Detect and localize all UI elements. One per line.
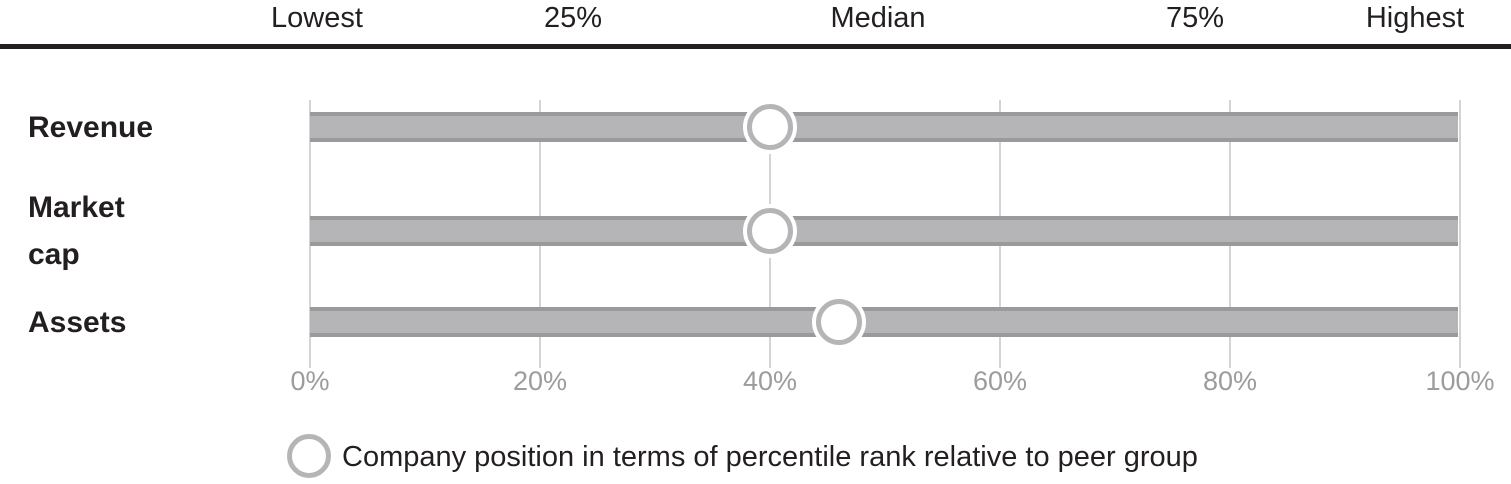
tick-label-80: 80% (1202, 366, 1258, 396)
row-label-market-cap: Market cap (28, 191, 125, 271)
gridline-100 (1459, 100, 1461, 368)
bar-market-cap (310, 216, 1458, 246)
plot-area: 0% 20% 40% 60% 80% 100% (290, 0, 1495, 484)
header-label-highest: Highest (1365, 2, 1465, 34)
row-label-assets: Assets (28, 306, 127, 339)
row-label-revenue: Revenue (28, 111, 154, 144)
legend-marker-circle-icon (287, 434, 331, 478)
tick-label-100: 100% (1425, 366, 1495, 396)
header-label-75pct: 75% (1165, 2, 1225, 34)
header-divider-rule (0, 44, 1511, 49)
tick-label-0: 0% (290, 366, 330, 396)
tick-label-20: 20% (512, 366, 568, 396)
tick-label-60: 60% (972, 366, 1028, 396)
marker-assets-circle (816, 299, 862, 345)
tick-label-40: 40% (742, 366, 798, 396)
marker-market-cap-circle (747, 208, 793, 254)
bar-revenue (310, 112, 1458, 142)
header-label-median: Median (830, 2, 926, 34)
legend-text: Company position in terms of percentile … (342, 441, 1198, 473)
bar-assets (310, 307, 1458, 337)
header-label-25pct: 25% (543, 2, 603, 34)
marker-revenue-circle (747, 104, 793, 150)
header-label-lowest: Lowest (271, 2, 363, 34)
